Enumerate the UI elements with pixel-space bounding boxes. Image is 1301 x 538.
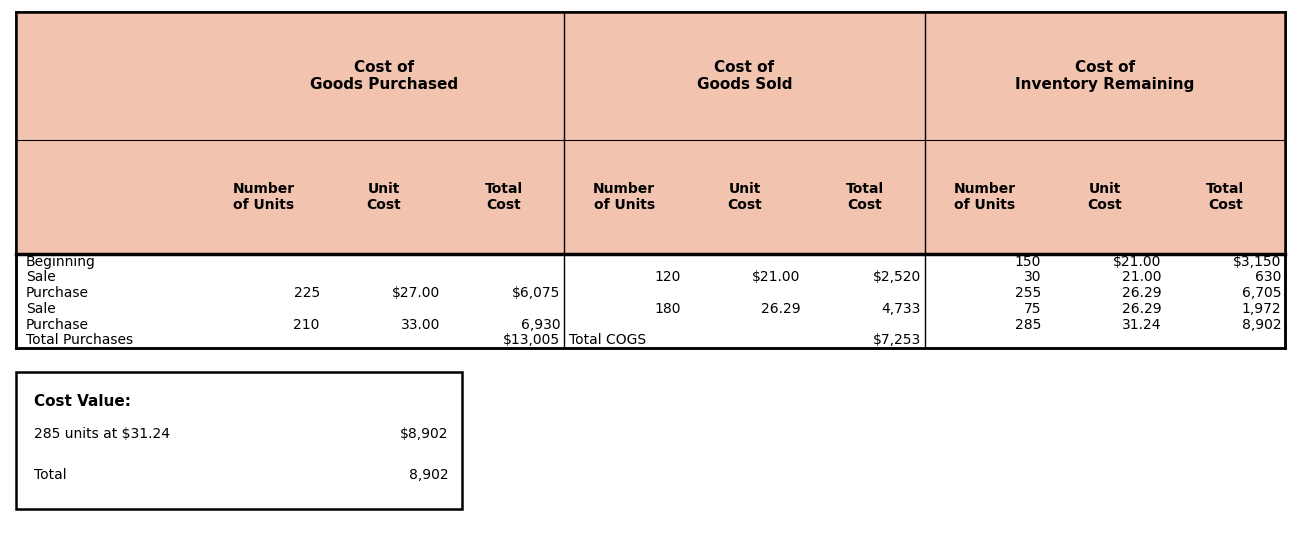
Text: $21.00: $21.00 (1112, 255, 1162, 269)
Text: Purchase: Purchase (26, 286, 88, 300)
Text: 26.29: 26.29 (1121, 286, 1162, 300)
Text: 8,902: 8,902 (410, 468, 449, 482)
Text: 30: 30 (1024, 271, 1041, 285)
Text: 150: 150 (1015, 255, 1041, 269)
Text: 180: 180 (654, 302, 680, 316)
Text: Unit
Cost: Unit Cost (367, 182, 401, 212)
Text: Cost of
Goods Purchased: Cost of Goods Purchased (310, 60, 458, 92)
Text: 1,972: 1,972 (1242, 302, 1281, 316)
Text: Total
Cost: Total Cost (485, 182, 523, 212)
Text: 26.29: 26.29 (761, 302, 800, 316)
Text: 225: 225 (294, 286, 320, 300)
Text: 120: 120 (654, 271, 680, 285)
Text: 31.24: 31.24 (1121, 317, 1162, 331)
Text: Total
Cost: Total Cost (1206, 182, 1244, 212)
Text: Unit
Cost: Unit Cost (1088, 182, 1123, 212)
Text: Total
Cost: Total Cost (846, 182, 883, 212)
Text: Cost of
Goods Sold: Cost of Goods Sold (697, 60, 792, 92)
Text: 8,902: 8,902 (1242, 317, 1281, 331)
Text: $7,253: $7,253 (873, 333, 921, 347)
Text: 210: 210 (294, 317, 320, 331)
Text: Total: Total (34, 468, 66, 482)
Text: $6,075: $6,075 (511, 286, 561, 300)
Text: Sale: Sale (26, 302, 56, 316)
Text: 255: 255 (1015, 286, 1041, 300)
Text: Purchase: Purchase (26, 317, 88, 331)
Text: 285: 285 (1015, 317, 1041, 331)
Text: Number
of Units: Number of Units (593, 182, 656, 212)
Text: 6,930: 6,930 (520, 317, 561, 331)
Text: $13,005: $13,005 (503, 333, 561, 347)
Text: Number
of Units: Number of Units (233, 182, 295, 212)
Text: $27.00: $27.00 (392, 286, 440, 300)
Text: Unit
Cost: Unit Cost (727, 182, 762, 212)
Text: 26.29: 26.29 (1121, 302, 1162, 316)
Text: $8,902: $8,902 (401, 427, 449, 441)
Text: 33.00: 33.00 (401, 317, 440, 331)
Text: $21.00: $21.00 (752, 271, 800, 285)
Bar (16, 12, 1285, 348)
Text: 4,733: 4,733 (882, 302, 921, 316)
Text: Cost Value:: Cost Value: (34, 394, 131, 409)
Text: Total COGS: Total COGS (570, 333, 647, 347)
Text: 75: 75 (1024, 302, 1041, 316)
Text: $2,520: $2,520 (873, 271, 921, 285)
Bar (16, 12, 1285, 254)
Text: Number
of Units: Number of Units (954, 182, 1016, 212)
Text: Sale: Sale (26, 271, 56, 285)
Text: 285 units at $31.24: 285 units at $31.24 (34, 427, 170, 441)
Text: Cost of
Inventory Remaining: Cost of Inventory Remaining (1015, 60, 1194, 92)
Text: Total Purchases: Total Purchases (26, 333, 133, 347)
Text: 6,705: 6,705 (1242, 286, 1281, 300)
Text: Beginning: Beginning (26, 255, 96, 269)
Bar (16, 372, 462, 509)
Text: 630: 630 (1255, 271, 1281, 285)
Text: 21.00: 21.00 (1121, 271, 1162, 285)
Text: $3,150: $3,150 (1233, 255, 1281, 269)
